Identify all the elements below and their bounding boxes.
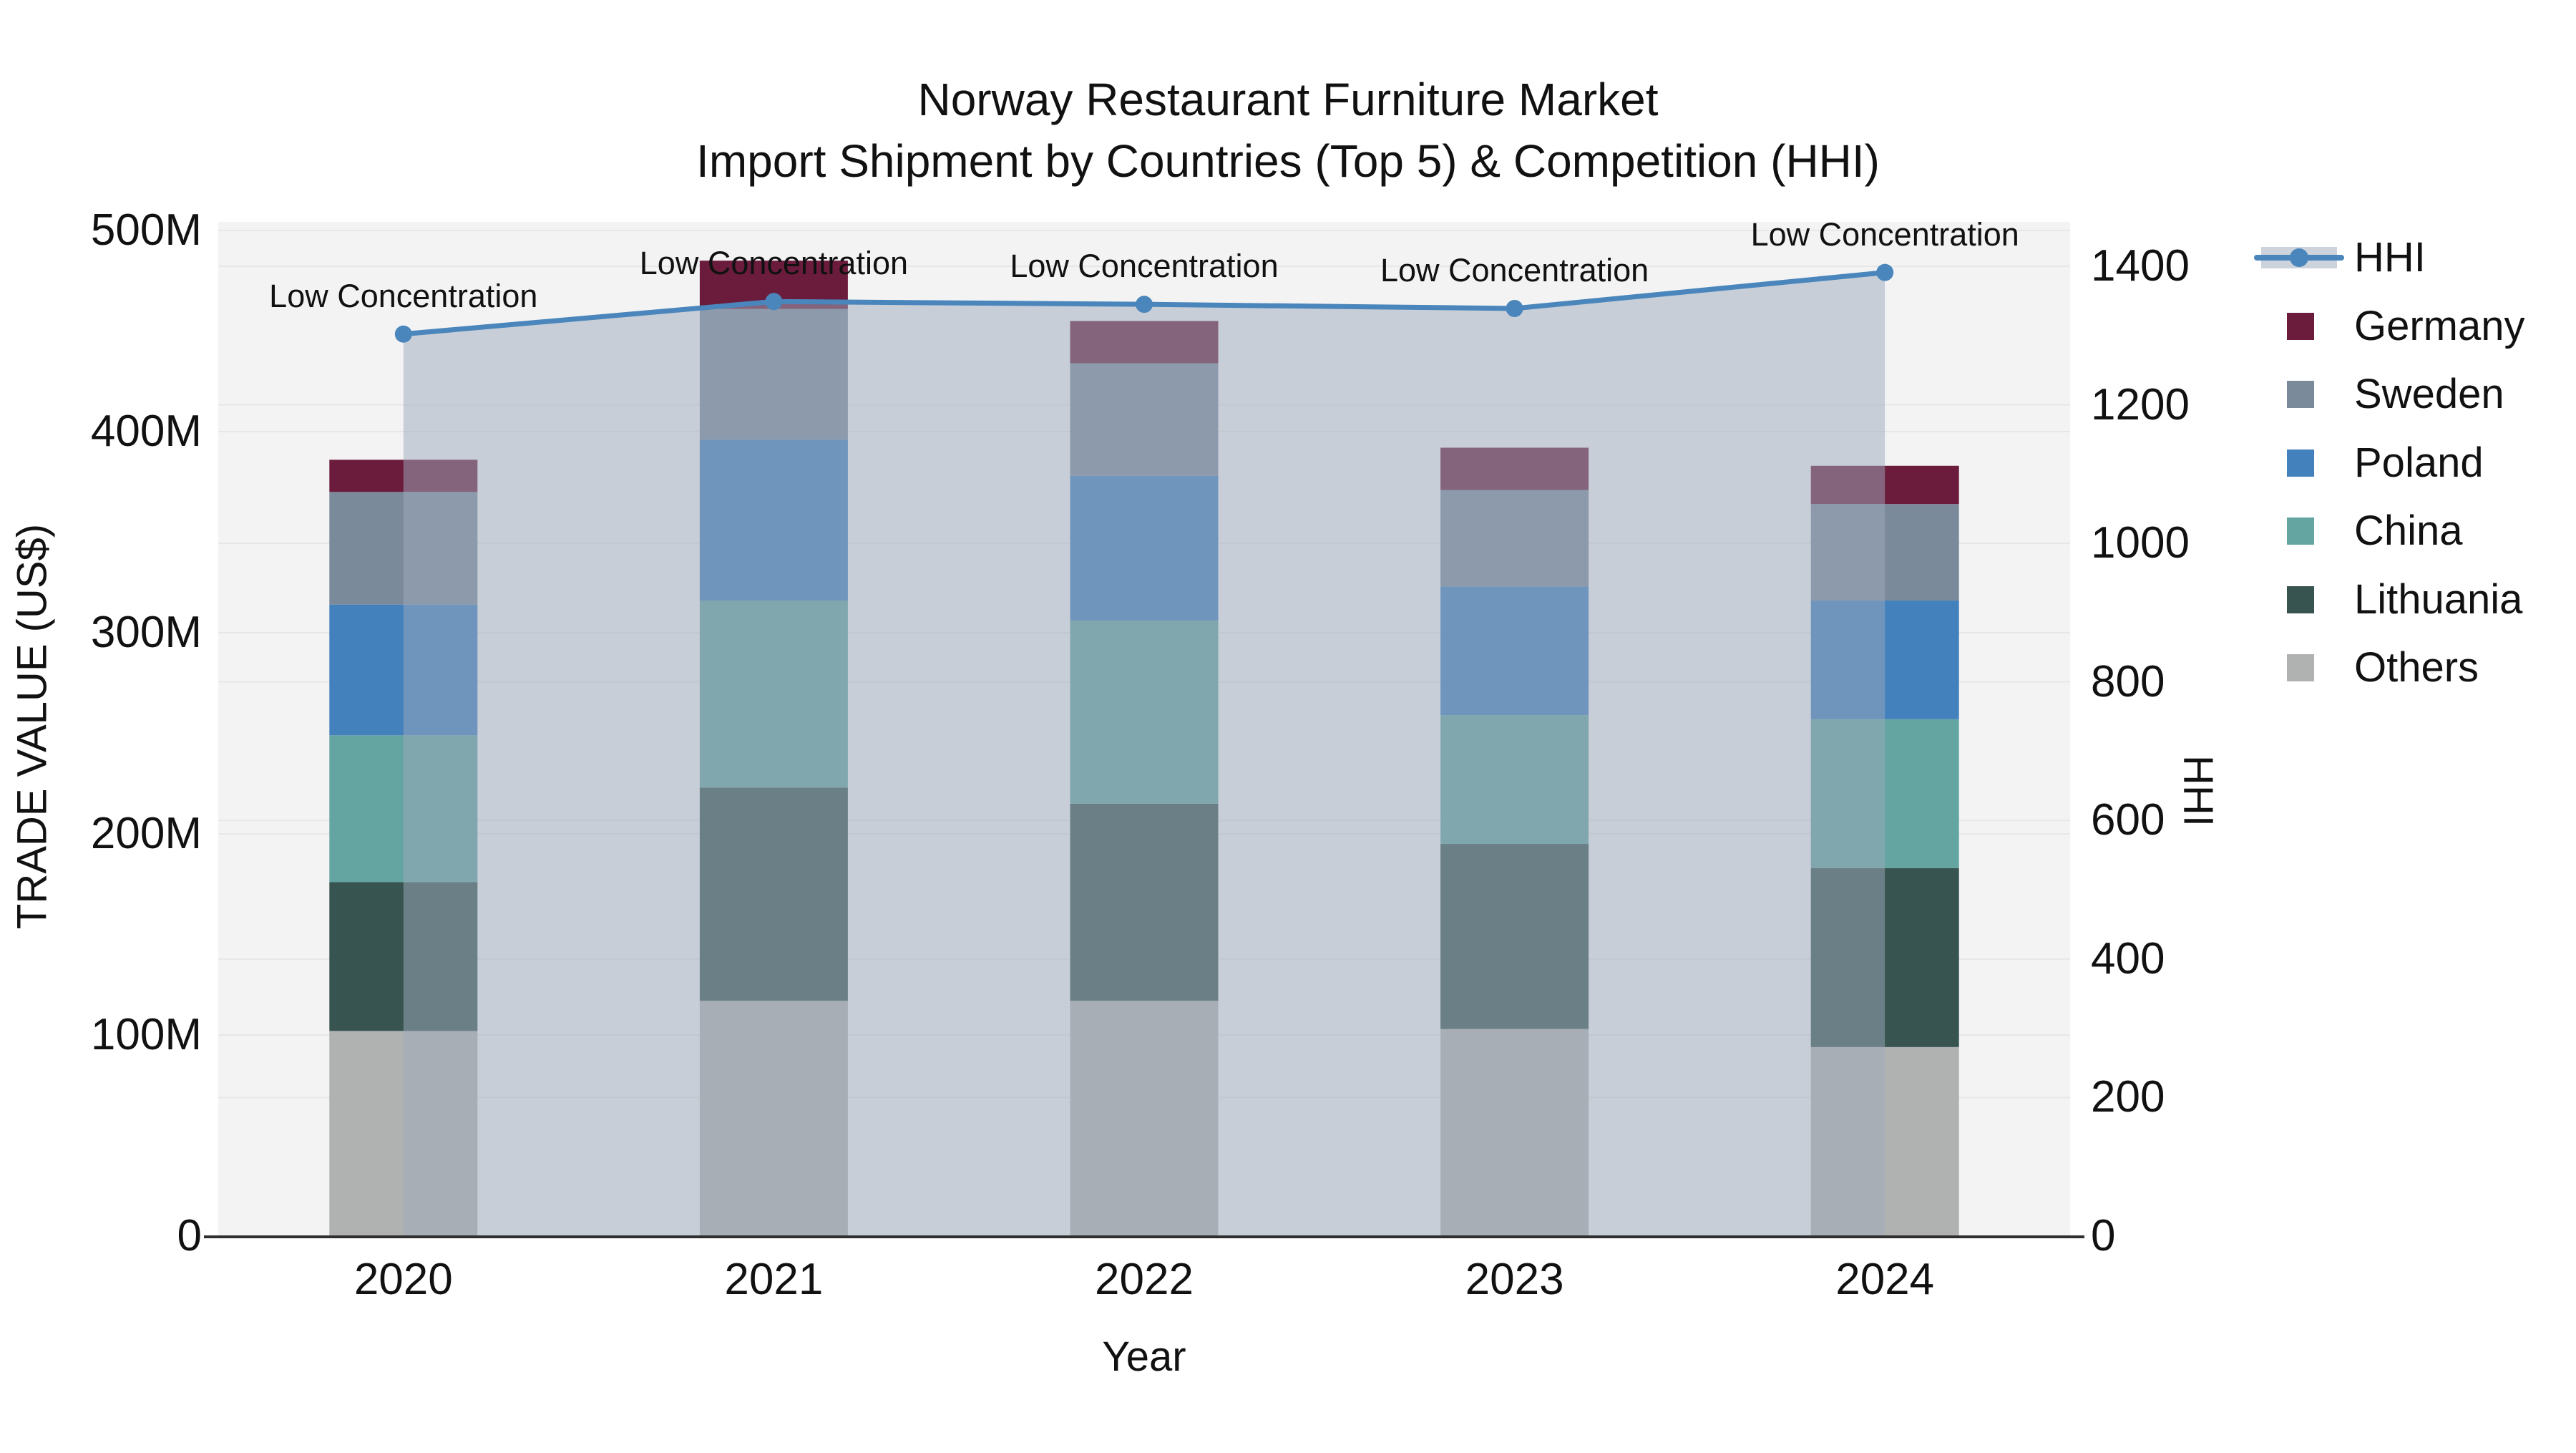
y-axis-tick-left-200M: 200M	[90, 809, 202, 858]
x-axis-tick-2022: 2022	[1095, 1255, 1194, 1304]
hhi-annotation-2020: Low Concentration	[269, 277, 538, 314]
y-axis-tick-right-200: 200	[2091, 1072, 2165, 1122]
y-axis-tick-right-600: 600	[2091, 795, 2165, 845]
y-axis-tick-right-1400: 1400	[2091, 240, 2190, 291]
y-axis-title-right: HHI	[2175, 755, 2222, 827]
hhi-area-fill	[403, 272, 1885, 1236]
hhi-marker-2022	[1136, 296, 1153, 314]
legend-swatch-germany-icon	[2287, 312, 2314, 340]
hhi-annotation-2023: Low Concentration	[1380, 251, 1649, 288]
y-axis-tick-right-1200: 1200	[2091, 379, 2190, 429]
legend-swatch-china-icon	[2287, 517, 2314, 545]
legend-label-china: China	[2354, 507, 2463, 554]
y-axis-tick-left-100M: 100M	[90, 1010, 202, 1059]
hhi-marker-2021	[765, 293, 783, 311]
hhi-annotation-2021: Low Concentration	[639, 245, 908, 282]
y-axis-tick-left-300M: 300M	[90, 608, 202, 657]
y-axis-tick-right-0: 0	[2091, 1211, 2116, 1260]
x-axis-title: Year	[1102, 1333, 1186, 1380]
legend-label-hhi: HHI	[2354, 234, 2426, 281]
x-axis-tick-2020: 2020	[353, 1255, 453, 1304]
y-axis-title-left: TRADE VALUE (US$)	[9, 523, 56, 930]
y-axis-tick-right-800: 800	[2091, 656, 2165, 706]
hhi-marker-2024	[1876, 263, 1894, 281]
hhi-annotation-2022: Low Concentration	[1010, 248, 1279, 285]
chart-subtitle: Import Shipment by Countries (Top 5) & C…	[696, 135, 1880, 187]
x-axis-tick-2021: 2021	[724, 1255, 824, 1304]
legend-swatch-lithuania-icon	[2287, 585, 2314, 613]
y-axis-tick-left-400M: 400M	[90, 407, 202, 456]
x-axis-line	[204, 1235, 2084, 1238]
legend-label-others: Others	[2354, 644, 2479, 691]
hhi-marker-2020	[394, 325, 412, 343]
legend-swatch-poland-icon	[2287, 449, 2314, 477]
legend-hhi-marker-icon	[2290, 248, 2308, 267]
legend-swatch-sweden-icon	[2287, 381, 2314, 408]
x-axis-tick-2024: 2024	[1835, 1255, 1935, 1304]
legend-swatch-others-icon	[2287, 654, 2314, 681]
y-axis-tick-right-400: 400	[2091, 933, 2165, 983]
legend-label-lithuania: Lithuania	[2354, 575, 2523, 623]
chart-title: Norway Restaurant Furniture Market	[917, 74, 1659, 125]
y-axis-tick-left-0: 0	[177, 1211, 202, 1260]
hhi-annotation-2024: Low Concentration	[1750, 215, 2019, 253]
legend-label-germany: Germany	[2354, 302, 2525, 349]
legend-label-poland: Poland	[2354, 439, 2484, 486]
y-axis-tick-right-1000: 1000	[2091, 518, 2190, 568]
legend-label-sweden: Sweden	[2354, 371, 2504, 417]
x-axis-tick-2023: 2023	[1465, 1255, 1564, 1304]
y-axis-tick-left-500M: 500M	[90, 205, 202, 255]
hhi-marker-2023	[1506, 299, 1523, 317]
